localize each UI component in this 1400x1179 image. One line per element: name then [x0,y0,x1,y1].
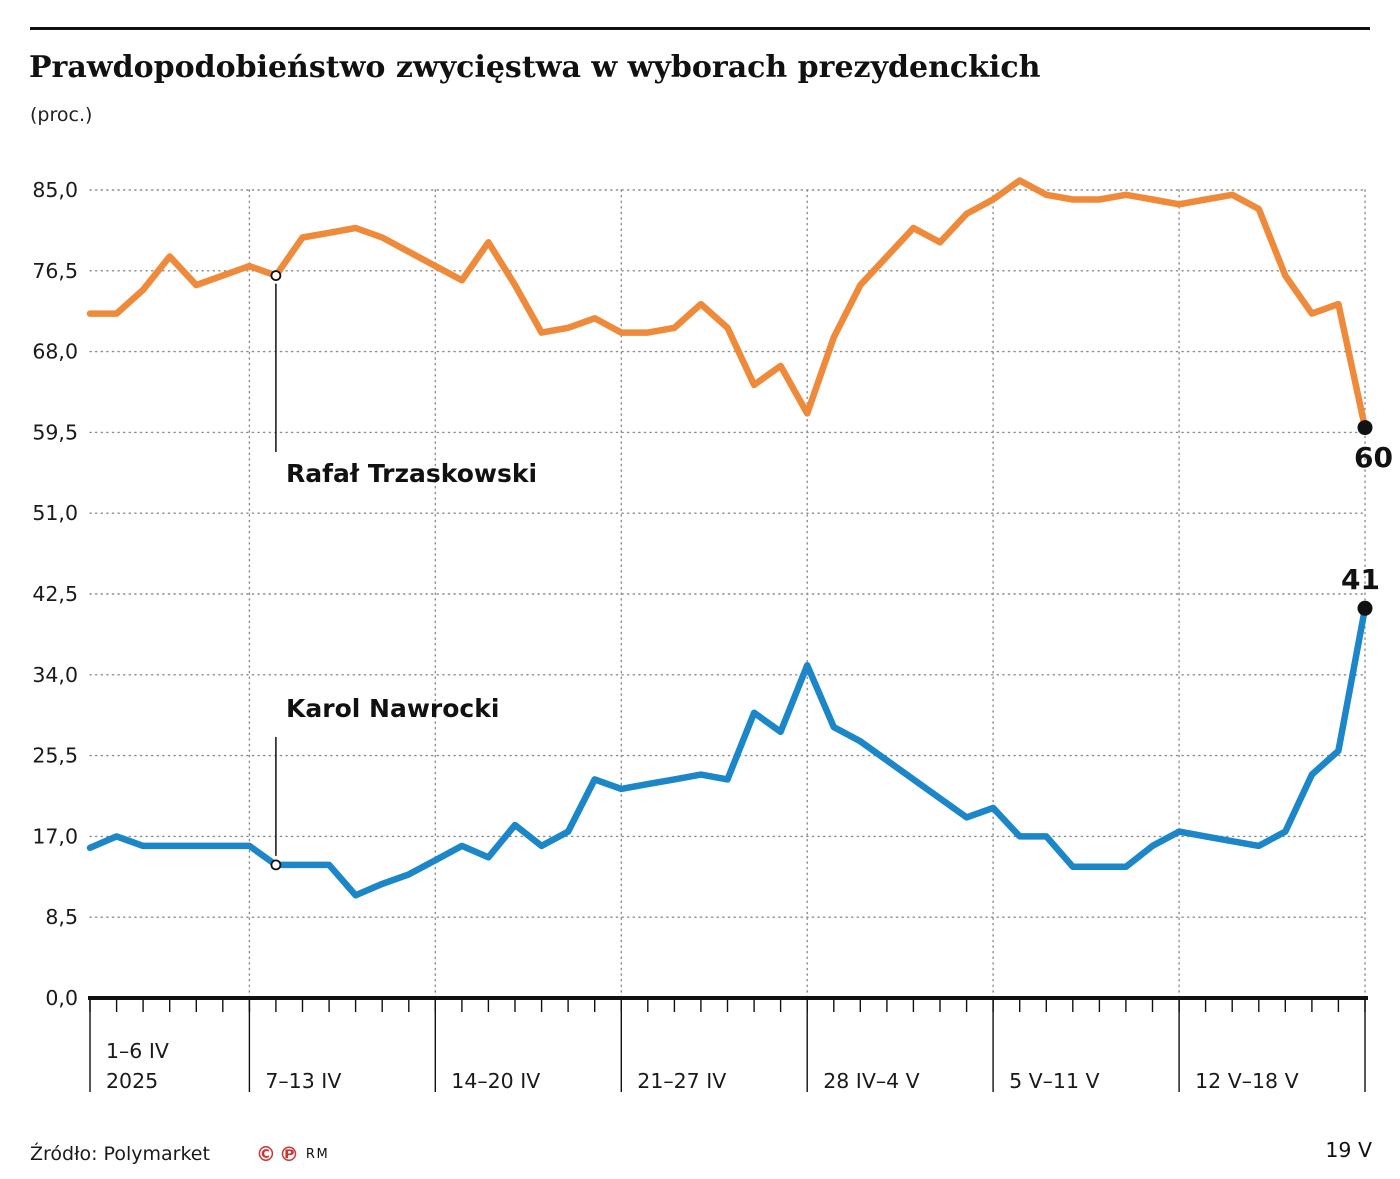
y-axis-tick-label: 8,5 [45,905,78,929]
y-axis-tick-label: 0,0 [45,986,78,1010]
x-axis-week-label: 1–6 IV [106,1039,169,1063]
series-label-nawrocki: Karol Nawrocki [286,694,500,723]
source-text: Źródło: Polymarket [30,1143,210,1165]
copyright-icon: © [255,1142,276,1166]
end-point-dot [1357,420,1373,436]
x-axis-week-label: 28 IV–4 V [823,1069,920,1093]
y-axis-tick-label: 17,0 [32,824,78,848]
x-axis-week-label: 5 V–11 V [1009,1069,1099,1093]
series-line-nawrocki [86,605,1369,899]
phonogram-icon: ℗ [278,1142,299,1166]
x-axis-week-label: 14–20 IV [451,1069,540,1093]
series-label-trzaskowski: Rafał Trzaskowski [286,459,538,488]
y-axis-tick-label: 25,5 [32,744,78,768]
chart-unit-subtitle: (proc.) [30,104,93,126]
x-axis-week-label: 21–27 IV [637,1069,726,1093]
callout-marker [270,859,282,871]
y-axis-tick-label: 34,0 [32,663,78,687]
top-rule [30,27,1370,30]
y-axis-tick-label: 85,0 [32,178,78,202]
end-value-nawrocki: 41 [1341,563,1380,596]
rights-mark: RM [305,1146,330,1162]
y-axis-tick-label: 59,5 [32,420,78,444]
x-axis-end-label: 19 V [1325,1138,1372,1162]
page-title: Prawdopodobieństwo zwycięstwa w wyborach… [29,50,1041,85]
y-axis-tick-label: 68,0 [32,340,78,364]
x-axis-week-label: 2025 [106,1069,158,1093]
y-axis-tick-label: 42,5 [32,582,78,606]
x-axis-week-label: 12 V–18 V [1195,1069,1299,1093]
end-value-trzaskowski: 60 [1354,441,1393,474]
end-point-dot [1357,600,1373,616]
series-line-trzaskowski [86,177,1369,431]
y-axis-tick-label: 76,5 [32,259,78,283]
callout-marker [270,270,282,282]
y-axis-tick-label: 51,0 [32,501,78,525]
footer: Źródło: Polymarket © ℗ RM [30,1142,329,1166]
x-axis-week-label: 7–13 IV [265,1069,341,1093]
